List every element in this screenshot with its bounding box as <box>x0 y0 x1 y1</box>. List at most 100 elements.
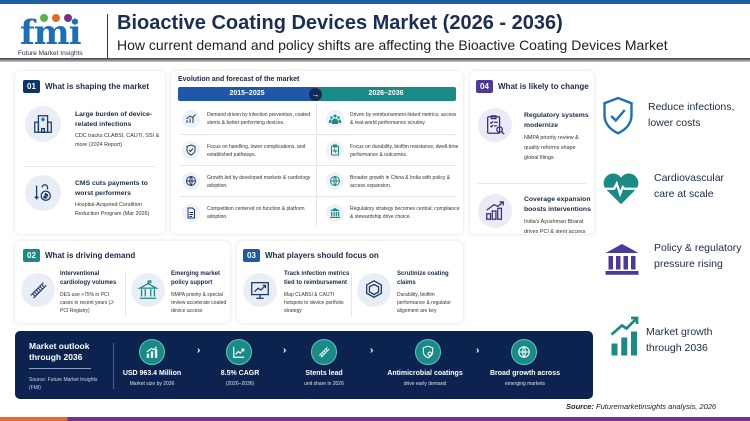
header-divider-line <box>0 58 750 62</box>
outlook-sub: Market size by 2036 <box>129 381 175 387</box>
divider <box>180 165 456 166</box>
evolution-left-row: Demand driven by infection prevention, c… <box>207 112 311 126</box>
item-title: Interventional cardiology volumes <box>60 271 117 286</box>
divider <box>25 166 155 167</box>
divider <box>351 273 352 317</box>
evolution-right-row: Regulatory strategy becomes central; com… <box>350 206 460 220</box>
outlook-sub: unit share in 2026 <box>304 381 344 387</box>
outlook-sub: drive early demand <box>403 381 447 387</box>
section-heading: What is likely to change <box>498 82 589 91</box>
item-title: CMS cuts payments to worst performers <box>75 180 148 197</box>
item-text: Durability, biofilm performance & regula… <box>397 292 451 314</box>
shield-gear-icon <box>415 339 441 365</box>
evolution-left-row: Competition centered on function & platf… <box>207 206 305 220</box>
globe-icon <box>182 172 200 190</box>
source-label: Source: <box>566 402 594 411</box>
arrow-right-icon: → <box>309 88 322 101</box>
government-building-icon <box>131 273 165 307</box>
section-driving-demand: 02 What is driving demand Interventional… <box>15 241 230 323</box>
item-title: Regulatory systems modernize <box>524 112 589 129</box>
item-text: DES use >75% in PCI cases in recent year… <box>60 292 115 314</box>
section-heading: What is driving demand <box>45 251 136 260</box>
logo-text: fmi <box>20 13 82 53</box>
evolution-right-row: Focus on durability, biofilm resistance,… <box>350 144 459 158</box>
shield-hex-icon <box>357 273 391 307</box>
evolution-right-row: Broader growth in China & India with pol… <box>350 175 451 189</box>
highlight-line: Market growth <box>646 326 713 338</box>
section-heading: What players should focus on <box>265 251 379 260</box>
document-icon <box>182 204 200 222</box>
chevron-right-icon: › <box>476 345 480 356</box>
item-title: Emerging market policy support <box>171 271 221 286</box>
divider <box>180 134 456 135</box>
market-outlook-banner: Market outlook through 2036 Source: Futu… <box>15 331 593 399</box>
section-badge: 04 <box>476 80 493 93</box>
item-title: Large burden of device-related infection… <box>75 111 153 128</box>
evolution-left-row: Focus on handling, lower complications, … <box>207 144 306 158</box>
outlook-sub: emerging markets <box>504 381 545 387</box>
divider <box>180 196 456 197</box>
source-note: Source: Futuremarketinsights analysis, 2… <box>566 402 716 411</box>
divider <box>29 368 91 369</box>
globe-icon <box>511 339 537 365</box>
highlight-line: Cardiovascular <box>654 172 725 184</box>
bar-growth-icon <box>139 339 165 365</box>
outlook-value: Broad growth across <box>489 370 560 377</box>
highlight-line: care at scale <box>654 188 714 200</box>
logo-dot-icon <box>52 14 60 22</box>
item-title: Coverage expansion boosts interventions <box>524 196 591 213</box>
logo-dot-icon <box>64 14 72 22</box>
outlook-value: USD 963.4 Million <box>122 370 182 377</box>
globe-icon <box>326 172 344 190</box>
evolution-right-row: Driven by reimbursement-linked metrics, … <box>350 112 457 126</box>
people-group-icon <box>326 110 344 128</box>
outlook-value: Stents lead <box>305 370 343 377</box>
logo-dot-icon <box>40 14 48 22</box>
item-text: NMPA priority & special review accelerat… <box>171 292 227 314</box>
outlook-sub: (2026–2036) <box>225 381 255 387</box>
section-heading: What is shaping the market <box>45 82 150 91</box>
shield-check-icon <box>603 96 633 135</box>
item-text: India's Ayushman Bharat drives PCI & ste… <box>524 219 586 235</box>
trend-line-icon <box>226 339 252 365</box>
bottom-accent-bar <box>0 417 750 421</box>
checklist-search-icon <box>478 108 512 142</box>
chevron-right-icon: › <box>197 345 201 356</box>
outlook-source: Source: Future Market Insights (FMI) <box>29 377 98 391</box>
section-players-focus: 03 What players should focus on Track in… <box>237 241 463 323</box>
evolution-heading: Evolution and forecast of the market <box>178 76 300 83</box>
divider <box>113 343 114 389</box>
outlook-value: Antimicrobial coatings <box>387 370 463 377</box>
item-text: NMPA priority review & quality reforms s… <box>524 135 579 161</box>
evolution-left-row: Growth led by developed markets & cardio… <box>207 175 311 189</box>
shield-check-icon <box>182 141 200 159</box>
institution-icon <box>605 244 639 275</box>
payment-cut-icon <box>25 175 61 211</box>
highlight-line: pressure rising <box>654 258 723 270</box>
section-badge: 03 <box>243 249 260 262</box>
monitor-chart-icon <box>243 273 277 307</box>
item-text: Map CLABSI & CAUTI hotspots to device po… <box>284 292 344 314</box>
item-title: Scrutinize coating claims <box>397 271 449 286</box>
heart-pulse-icon <box>603 173 639 205</box>
hospital-icon <box>25 106 61 142</box>
section-shaping-market: 01 What is shaping the market Large burd… <box>15 71 165 234</box>
outlook-value: 8.5% CAGR <box>220 370 260 377</box>
highlight-line: Policy & regulatory <box>654 242 742 254</box>
header: fmi Future Market Insights Bioactive Coa… <box>0 4 750 60</box>
chevron-right-icon: › <box>283 345 287 356</box>
item-title: Track infection metrics tied to reimburs… <box>284 271 350 286</box>
growth-chart-icon <box>478 194 512 228</box>
period-2026-2036: 2026–2036 <box>316 87 456 101</box>
section-likely-change: 04 What is likely to change Regulatory s… <box>470 71 594 235</box>
highlight-line: Reduce infections, <box>648 101 735 113</box>
highlight-line: through 2036 <box>646 342 708 354</box>
fmi-logo: fmi Future Market Insights <box>18 10 98 58</box>
page-title: Bioactive Coating Devices Market (2026 -… <box>117 12 563 34</box>
item-text: Hospital-Acquired Condition Reduction Pr… <box>75 202 150 217</box>
section-badge: 01 <box>23 80 40 93</box>
header-divider <box>107 14 108 58</box>
growth-chart-icon <box>610 316 639 356</box>
section-badge: 02 <box>23 249 40 262</box>
page-subtitle: How current demand and policy shifts are… <box>117 37 668 53</box>
